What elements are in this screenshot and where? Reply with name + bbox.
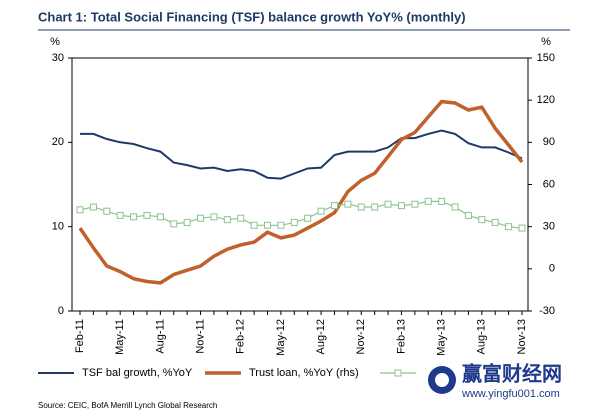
watermark-logo-inner bbox=[435, 373, 449, 387]
point bbox=[491, 218, 499, 226]
point bbox=[505, 223, 513, 231]
point bbox=[130, 213, 138, 221]
y-tick-label: 30 bbox=[52, 52, 64, 64]
point bbox=[250, 221, 258, 229]
x-tick-label: Feb-12 bbox=[235, 319, 247, 354]
point bbox=[304, 214, 312, 222]
point bbox=[143, 211, 151, 219]
y-axis-label: % bbox=[50, 36, 60, 48]
chart-title: Chart 1: Total Social Financing (TSF) ba… bbox=[38, 9, 466, 24]
x-tick-label: May-13 bbox=[436, 319, 448, 356]
point bbox=[103, 207, 111, 215]
y2-tick-label: -30 bbox=[539, 305, 555, 317]
y2-tick-label: 60 bbox=[543, 178, 555, 190]
point bbox=[478, 216, 486, 224]
series-line bbox=[80, 129, 523, 180]
point bbox=[451, 203, 459, 211]
point bbox=[277, 221, 285, 229]
point bbox=[76, 206, 84, 214]
point bbox=[290, 218, 298, 226]
legend-label: TSF bal growth, %YoY bbox=[82, 367, 193, 379]
y2-tick-label: 0 bbox=[549, 263, 555, 275]
point bbox=[397, 202, 405, 210]
point bbox=[197, 214, 205, 222]
point bbox=[116, 211, 124, 219]
point bbox=[357, 203, 365, 211]
x-tick-label: May-11 bbox=[114, 319, 126, 355]
point bbox=[89, 203, 97, 211]
legend-label: Trust loan, %YoY (rhs) bbox=[249, 367, 359, 379]
x-tick-label: May-12 bbox=[275, 319, 287, 356]
y-tick-label: 0 bbox=[58, 305, 64, 317]
point bbox=[210, 213, 218, 221]
point bbox=[411, 200, 419, 208]
point bbox=[438, 197, 446, 205]
x-tick-label: Feb-11 bbox=[74, 319, 86, 353]
point bbox=[156, 213, 164, 221]
watermark-bg bbox=[456, 362, 596, 398]
point bbox=[317, 207, 325, 215]
point bbox=[518, 224, 526, 232]
series-line bbox=[78, 99, 524, 285]
x-tick-label: Nov-11 bbox=[194, 319, 206, 354]
point bbox=[424, 197, 432, 205]
point bbox=[237, 214, 245, 222]
point bbox=[264, 221, 272, 229]
point bbox=[170, 220, 178, 228]
point bbox=[371, 203, 379, 211]
x-tick-label: Aug-11 bbox=[154, 319, 166, 354]
y2-tick-label: 90 bbox=[543, 136, 555, 148]
watermark-text: 赢富财经网 bbox=[462, 361, 562, 385]
watermark-url: www.yingfu001.com bbox=[461, 388, 560, 400]
y2-tick-label: 150 bbox=[537, 52, 555, 64]
y-tick-label: 20 bbox=[52, 136, 64, 148]
series-line bbox=[79, 200, 523, 229]
point bbox=[464, 211, 472, 219]
x-tick-label: Nov-12 bbox=[355, 319, 367, 354]
legend-marker bbox=[394, 369, 402, 377]
x-tick-label: Aug-13 bbox=[476, 319, 488, 354]
y2-tick-label: 120 bbox=[537, 94, 555, 106]
point bbox=[344, 200, 352, 208]
point bbox=[183, 218, 191, 226]
x-tick-label: Feb-13 bbox=[395, 319, 407, 354]
point bbox=[384, 200, 392, 208]
y2-tick-label: 30 bbox=[543, 221, 555, 233]
watermark: 赢富财经网 www.yingfu001.com bbox=[428, 361, 596, 400]
point bbox=[330, 202, 338, 210]
y-tick-label: 10 bbox=[52, 221, 64, 233]
x-tick-label: Nov-13 bbox=[516, 319, 528, 354]
source: Source: CEIC, BofA Merrill Lynch Global … bbox=[38, 401, 217, 410]
x-tick-label: Aug-12 bbox=[315, 319, 327, 354]
plot-frame bbox=[71, 57, 529, 312]
point bbox=[223, 216, 231, 224]
y2-axis-label: % bbox=[541, 36, 551, 48]
